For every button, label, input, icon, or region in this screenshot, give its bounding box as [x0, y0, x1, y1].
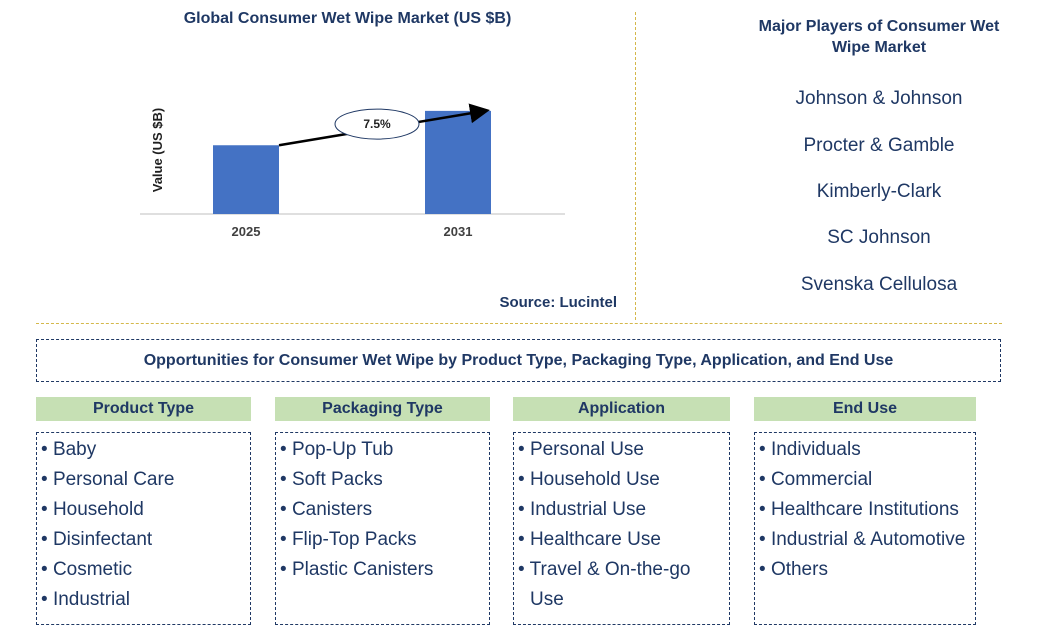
column-end-use: End Use Individuals Commercial Healthcar… — [754, 397, 976, 625]
player-item: Johnson & Johnson — [795, 88, 963, 109]
chart-title: Global Consumer Wet Wipe Market (US $B) — [183, 10, 512, 27]
column-list-box: Personal Use Household Use Industrial Us… — [513, 432, 730, 625]
opportunities-title: Opportunities for Consumer Wet Wipe by P… — [36, 339, 1001, 382]
list-item: Pop-Up Tub — [280, 435, 485, 465]
list-item: Cosmetic — [41, 555, 246, 585]
x-tick-label: 2025 — [232, 224, 261, 239]
list-item: Household Use — [518, 465, 725, 495]
cagr-label: 7.5% — [363, 117, 391, 131]
player-item: Procter & Gamble — [803, 135, 955, 156]
list-item: Individuals — [759, 435, 971, 465]
player-item: SC Johnson — [827, 227, 931, 248]
bar-2031 — [425, 110, 491, 214]
column-packaging-type: Packaging Type Pop-Up Tub Soft Packs Can… — [275, 397, 490, 625]
list-item: Plastic Canisters — [280, 555, 485, 585]
list-item: Healthcare Institutions — [759, 495, 971, 525]
list-item: Industrial & Automotive — [759, 525, 971, 555]
bar-2025 — [213, 145, 279, 214]
list-item: Canisters — [280, 495, 485, 525]
list-item: Flip-Top Packs — [280, 525, 485, 555]
list-item: Travel & On-the-go Use — [518, 555, 725, 615]
list-item: Healthcare Use — [518, 525, 725, 555]
x-tick-label: 2031 — [444, 224, 473, 239]
cagr-bubble — [334, 108, 420, 140]
list-item: Personal Use — [518, 435, 725, 465]
list-item: Industrial Use — [518, 495, 725, 525]
column-heading: Packaging Type — [275, 397, 490, 421]
column-list-box: Baby Personal Care Household Disinfectan… — [36, 432, 251, 625]
list-item: Baby — [41, 435, 246, 465]
player-item: Kimberly-Clark — [816, 181, 942, 202]
list-item: Commercial — [759, 465, 971, 495]
bar-chart: Value (US $B) 2025 2031 7.5% — [140, 103, 565, 239]
column-heading: Application — [513, 397, 730, 421]
column-heading: Product Type — [36, 397, 251, 421]
list-item: Disinfectant — [41, 525, 246, 555]
column-heading: End Use — [754, 397, 976, 421]
players-title: Major Players of Consumer Wet Wipe Marke… — [758, 18, 1000, 56]
column-list-box: Individuals Commercial Healthcare Instit… — [754, 432, 976, 625]
list-item: Industrial — [41, 585, 246, 615]
source-note: Source: Lucintel — [499, 294, 617, 311]
vertical-divider — [635, 12, 636, 320]
horizontal-divider — [36, 323, 1002, 324]
list-item: Others — [759, 555, 971, 585]
list-item: Personal Care — [41, 465, 246, 495]
column-list-box: Pop-Up Tub Soft Packs Canisters Flip-Top… — [275, 432, 490, 625]
column-product-type: Product Type Baby Personal Care Househol… — [36, 397, 251, 625]
list-item: Soft Packs — [280, 465, 485, 495]
player-item: Svenska Cellulosa — [800, 274, 958, 295]
list-item: Household — [41, 495, 246, 525]
y-axis-label: Value (US $B) — [150, 108, 165, 193]
column-application: Application Personal Use Household Use I… — [513, 397, 730, 625]
